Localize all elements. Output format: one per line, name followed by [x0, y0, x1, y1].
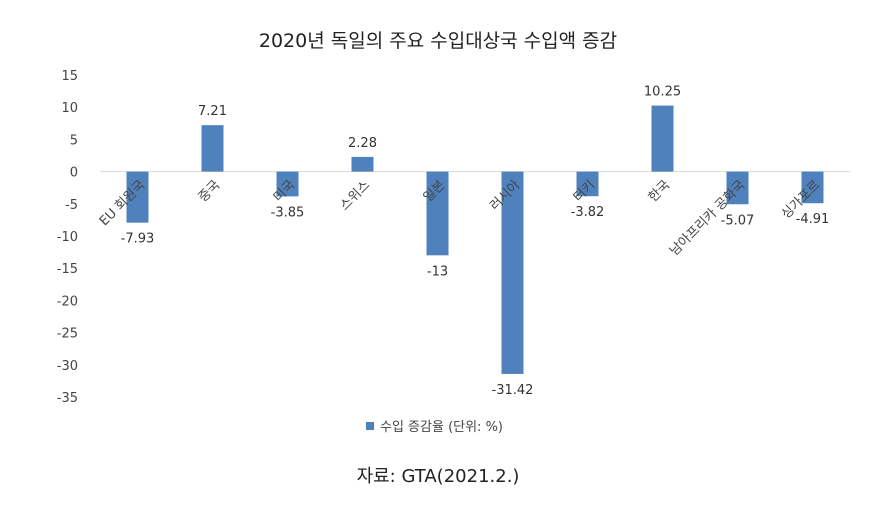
y-tick-label: -5 — [65, 198, 78, 213]
category-label: 한국 — [646, 178, 674, 206]
chart-title: 2020년 독일의 주요 수입대상국 수입액 증감 — [259, 30, 617, 52]
y-tick-label: 5 — [70, 133, 78, 148]
y-tick-label: 15 — [61, 69, 78, 84]
data-label: -7.93 — [121, 232, 155, 247]
source-note: 자료: GTA(2021.2.) — [357, 466, 520, 487]
category-label: 스위스 — [337, 178, 373, 214]
bar — [351, 156, 374, 172]
y-tick-label: -30 — [57, 359, 78, 374]
bars-group — [126, 105, 824, 374]
bar — [576, 171, 599, 197]
bar — [501, 171, 524, 374]
data-label: 10.25 — [644, 85, 681, 100]
value-labels-group: -7.93 7.21 -3.85 2.28 -13 -31.42 -3.82 10.25 -5.… — [121, 85, 830, 398]
data-label: -5.07 — [721, 213, 755, 228]
y-tick-label: -25 — [57, 327, 78, 342]
y-tick-label: -10 — [57, 230, 78, 245]
data-label: -31.42 — [492, 383, 534, 398]
data-label: -3.82 — [571, 205, 605, 220]
bar — [801, 171, 824, 204]
bar — [126, 171, 149, 223]
y-tick-label: -15 — [57, 262, 78, 277]
bar — [651, 105, 674, 172]
data-label: -13 — [427, 264, 448, 279]
y-tick-label: 0 — [70, 166, 78, 181]
legend: 수입 증감율 (단위: %) — [366, 420, 503, 435]
data-label: -3.85 — [271, 205, 305, 220]
y-tick-label: -35 — [57, 391, 78, 406]
bar — [726, 171, 749, 205]
y-tick-label: 10 — [61, 101, 78, 116]
data-label: -4.91 — [796, 212, 830, 227]
y-axis: 15 10 5 0 -5 -10 -15 -20 -25 -30 -35 — [57, 69, 78, 406]
data-label: 7.21 — [198, 104, 227, 119]
data-label: 2.28 — [348, 136, 377, 151]
bar — [276, 171, 299, 197]
category-label: 중국 — [196, 178, 224, 206]
bar — [426, 171, 449, 256]
y-tick-label: -20 — [57, 294, 78, 309]
bar — [201, 125, 224, 172]
legend-swatch — [366, 422, 374, 430]
legend-label: 수입 증감율 (단위: %) — [380, 420, 503, 435]
